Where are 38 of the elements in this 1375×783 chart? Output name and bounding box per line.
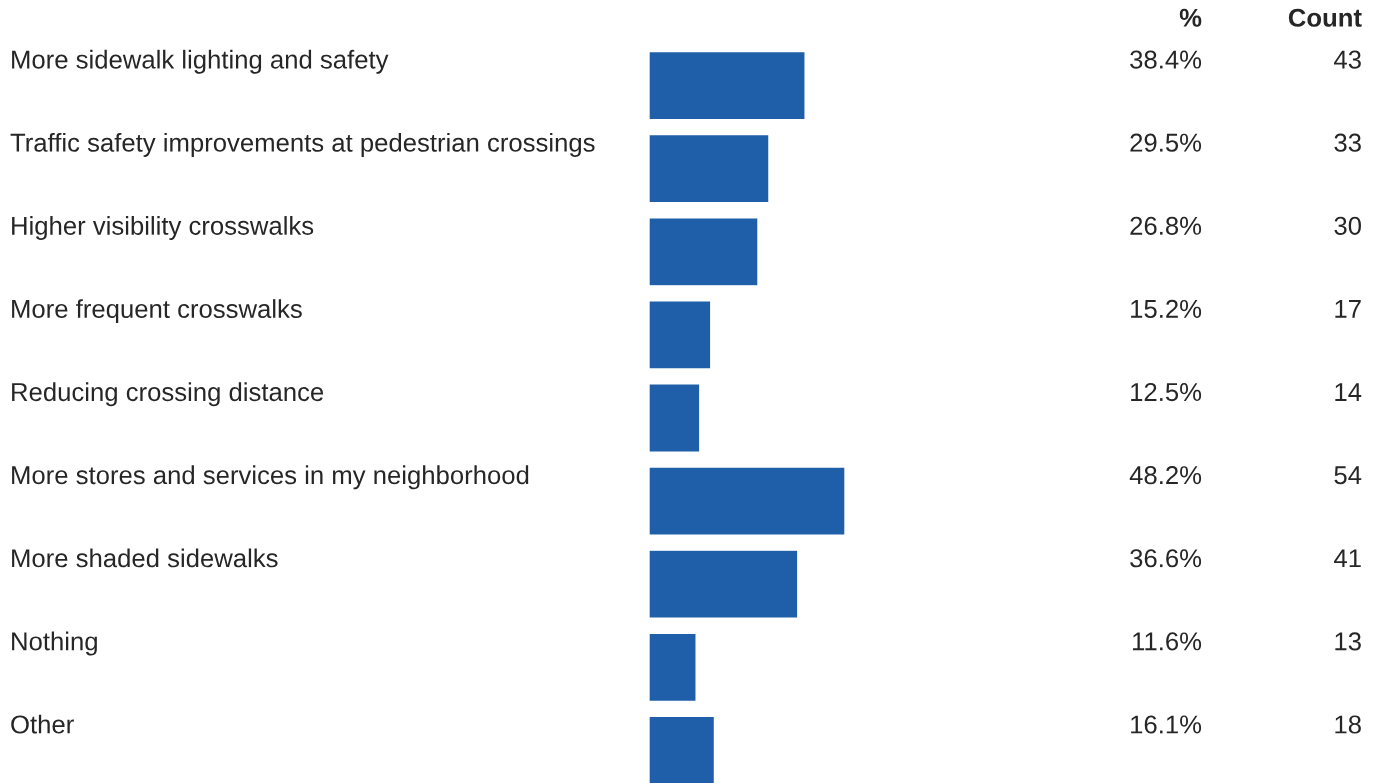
bar	[649, 217, 759, 287]
y-tick-label: More stores and services in my neighborhood	[12, 465, 529, 490]
y-tick-label: More sidewalk lighting and safety	[12, 49, 389, 74]
text: 43	[1334, 50, 1361, 69]
text: 14	[1335, 383, 1362, 401]
text: 33	[1334, 133, 1361, 152]
y-tick-label: More frequent crosswalks	[12, 299, 302, 324]
bar	[649, 50, 806, 121]
bar	[649, 466, 845, 536]
y-tick-label: Other	[11, 714, 74, 734]
bar	[649, 300, 712, 370]
y-tick-label: Reducing crossing distance	[12, 382, 324, 407]
data-label: 26.8%	[1130, 216, 1202, 235]
bar	[649, 133, 770, 204]
bar	[649, 549, 799, 619]
data-label: 15.2%	[1131, 299, 1202, 319]
text: 13	[1335, 632, 1361, 651]
bar	[649, 632, 697, 703]
data-label: 36.6%	[1130, 549, 1202, 568]
bar	[649, 383, 701, 453]
data-label: 48.2%	[1129, 466, 1202, 485]
text: %	[1179, 8, 1202, 27]
text: 41	[1334, 549, 1361, 568]
text: 17	[1335, 300, 1361, 318]
bar	[649, 715, 716, 783]
y-tick-label: Traffic safety improvements at pedestrian crossings	[10, 132, 595, 157]
data-label: 29.5%	[1130, 133, 1202, 152]
text: Count	[1288, 8, 1362, 27]
text: 54	[1334, 466, 1362, 485]
data-label: 11.6%	[1133, 632, 1202, 651]
y-tick-label: Nothing	[12, 631, 97, 656]
y-tick-label: More shaded sidewalks	[12, 548, 278, 568]
data-label: 16.1%	[1131, 715, 1202, 734]
data-label: 12.5%	[1131, 382, 1202, 402]
data-label: 38.4%	[1130, 50, 1202, 69]
text: 18	[1335, 715, 1361, 734]
y-tick-label: Higher visibility crosswalks	[12, 216, 314, 240]
text: 30	[1334, 216, 1361, 235]
